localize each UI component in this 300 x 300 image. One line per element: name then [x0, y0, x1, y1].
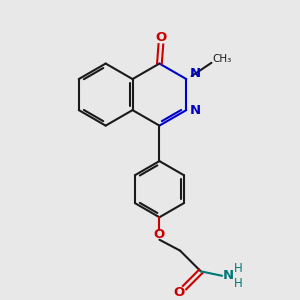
Text: O: O	[154, 229, 165, 242]
Text: N: N	[190, 67, 201, 80]
Text: N: N	[222, 269, 234, 282]
Text: CH₃: CH₃	[212, 54, 231, 64]
Text: N: N	[190, 103, 201, 117]
Text: O: O	[155, 31, 167, 44]
Text: H: H	[234, 262, 243, 275]
Text: H: H	[234, 277, 243, 290]
Text: O: O	[174, 286, 185, 299]
